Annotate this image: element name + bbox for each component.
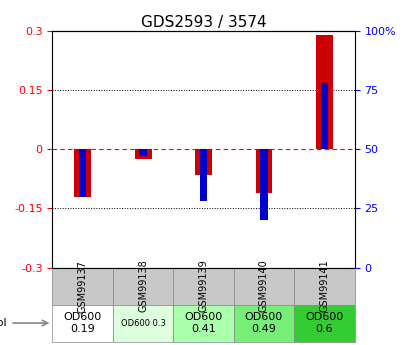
Bar [234,268,294,305]
Bar [234,305,294,342]
Text: OD600
0.41: OD600 0.41 [185,312,222,334]
Bar [294,268,355,305]
Bar [294,305,355,342]
Text: OD600
0.19: OD600 0.19 [64,312,102,334]
Bar [173,268,234,305]
Text: GSM99137: GSM99137 [78,260,87,313]
Text: GSM99140: GSM99140 [259,260,269,313]
Bar [256,149,272,193]
Bar [321,83,328,149]
Text: OD600
0.49: OD600 0.49 [245,312,283,334]
Bar [79,149,86,197]
Bar [195,149,212,175]
Text: OD600
0.6: OD600 0.6 [305,312,343,334]
Bar [52,305,113,342]
Bar [200,149,207,201]
Text: growth protocol: growth protocol [0,318,7,328]
Bar [113,268,173,305]
Bar [113,305,173,342]
Bar [135,149,152,159]
Text: OD600 0.3: OD600 0.3 [120,318,166,327]
Bar [260,149,268,220]
Bar [74,149,91,197]
Text: GSM99141: GSM99141 [320,260,329,313]
Bar [316,35,333,149]
Bar [139,149,147,156]
Bar [52,268,113,305]
Text: GSM99139: GSM99139 [199,260,208,313]
Text: GSM99138: GSM99138 [138,260,148,313]
Bar [173,305,234,342]
Title: GDS2593 / 3574: GDS2593 / 3574 [141,15,266,30]
